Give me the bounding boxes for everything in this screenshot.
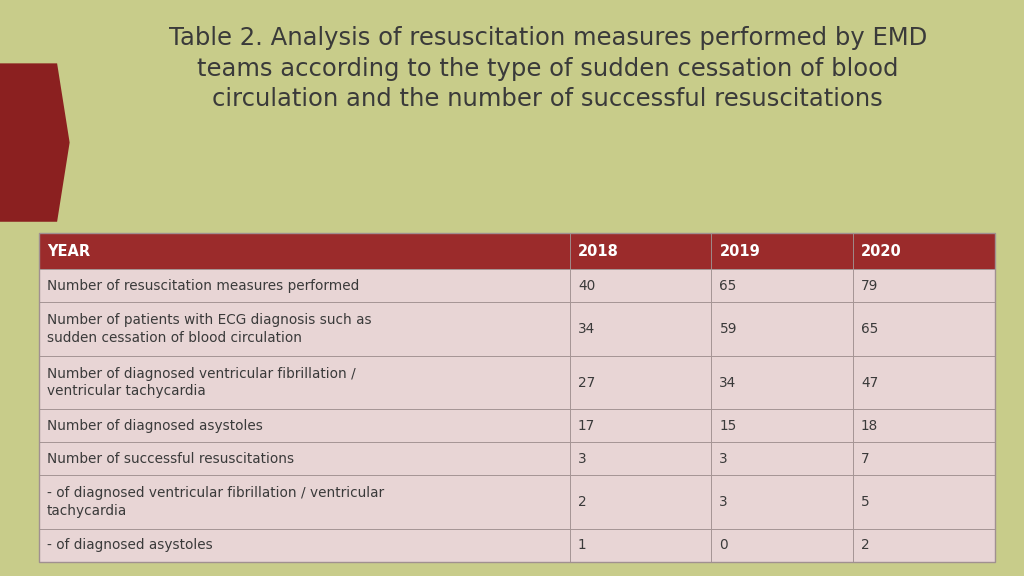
Text: 34: 34 — [578, 322, 595, 336]
Text: 47: 47 — [861, 376, 879, 389]
Bar — [712, 475, 853, 529]
Bar — [569, 302, 712, 356]
Text: Number of successful resuscitations: Number of successful resuscitations — [47, 452, 294, 466]
Bar — [39, 270, 569, 302]
Text: 5: 5 — [861, 495, 869, 509]
Bar — [853, 356, 995, 409]
Bar — [712, 356, 853, 409]
Bar — [853, 233, 995, 270]
Bar — [853, 409, 995, 442]
Bar — [712, 529, 853, 562]
Bar — [853, 442, 995, 475]
Bar — [39, 475, 569, 529]
Bar — [712, 270, 853, 302]
Text: 40: 40 — [578, 279, 595, 293]
Bar — [569, 356, 712, 409]
Text: 3: 3 — [720, 452, 728, 466]
Text: Number of patients with ECG diagnosis such as
sudden cessation of blood circulat: Number of patients with ECG diagnosis su… — [47, 313, 372, 345]
Text: 15: 15 — [720, 419, 737, 433]
Polygon shape — [0, 63, 70, 222]
Text: 65: 65 — [861, 322, 879, 336]
Text: 27: 27 — [578, 376, 595, 389]
Bar — [39, 233, 569, 270]
Text: 2: 2 — [861, 538, 869, 552]
Text: 34: 34 — [720, 376, 736, 389]
Text: 0: 0 — [720, 538, 728, 552]
Bar — [39, 409, 569, 442]
Text: YEAR: YEAR — [47, 244, 90, 259]
Bar — [712, 409, 853, 442]
Text: 18: 18 — [861, 419, 879, 433]
Bar — [569, 442, 712, 475]
Bar — [712, 302, 853, 356]
Bar — [712, 442, 853, 475]
Text: 17: 17 — [578, 419, 595, 433]
Text: 1: 1 — [578, 538, 587, 552]
Text: 79: 79 — [861, 279, 879, 293]
Text: Table 2. Analysis of resuscitation measures performed by EMD
teams according to : Table 2. Analysis of resuscitation measu… — [169, 26, 927, 111]
Text: - of diagnosed asystoles: - of diagnosed asystoles — [47, 538, 213, 552]
Text: 2: 2 — [578, 495, 587, 509]
Bar — [39, 356, 569, 409]
Text: 2018: 2018 — [578, 244, 618, 259]
Bar — [853, 475, 995, 529]
Text: 65: 65 — [720, 279, 737, 293]
Text: 59: 59 — [720, 322, 737, 336]
Bar — [712, 233, 853, 270]
Bar — [569, 409, 712, 442]
Bar — [853, 529, 995, 562]
Bar — [39, 442, 569, 475]
Text: 2020: 2020 — [861, 244, 902, 259]
Bar — [853, 270, 995, 302]
Bar — [39, 529, 569, 562]
Bar — [39, 233, 995, 562]
Bar — [853, 302, 995, 356]
Bar — [569, 529, 712, 562]
Bar — [39, 302, 569, 356]
Text: 3: 3 — [720, 495, 728, 509]
Text: Number of diagnosed ventricular fibrillation /
ventricular tachycardia: Number of diagnosed ventricular fibrilla… — [47, 367, 356, 398]
Text: Number of diagnosed asystoles: Number of diagnosed asystoles — [47, 419, 263, 433]
Bar — [569, 233, 712, 270]
Text: - of diagnosed ventricular fibrillation / ventricular
tachycardia: - of diagnosed ventricular fibrillation … — [47, 486, 384, 518]
Text: Number of resuscitation measures performed: Number of resuscitation measures perform… — [47, 279, 359, 293]
Bar — [569, 270, 712, 302]
Text: 3: 3 — [578, 452, 587, 466]
Text: 2019: 2019 — [720, 244, 760, 259]
Text: 7: 7 — [861, 452, 869, 466]
Bar — [569, 475, 712, 529]
